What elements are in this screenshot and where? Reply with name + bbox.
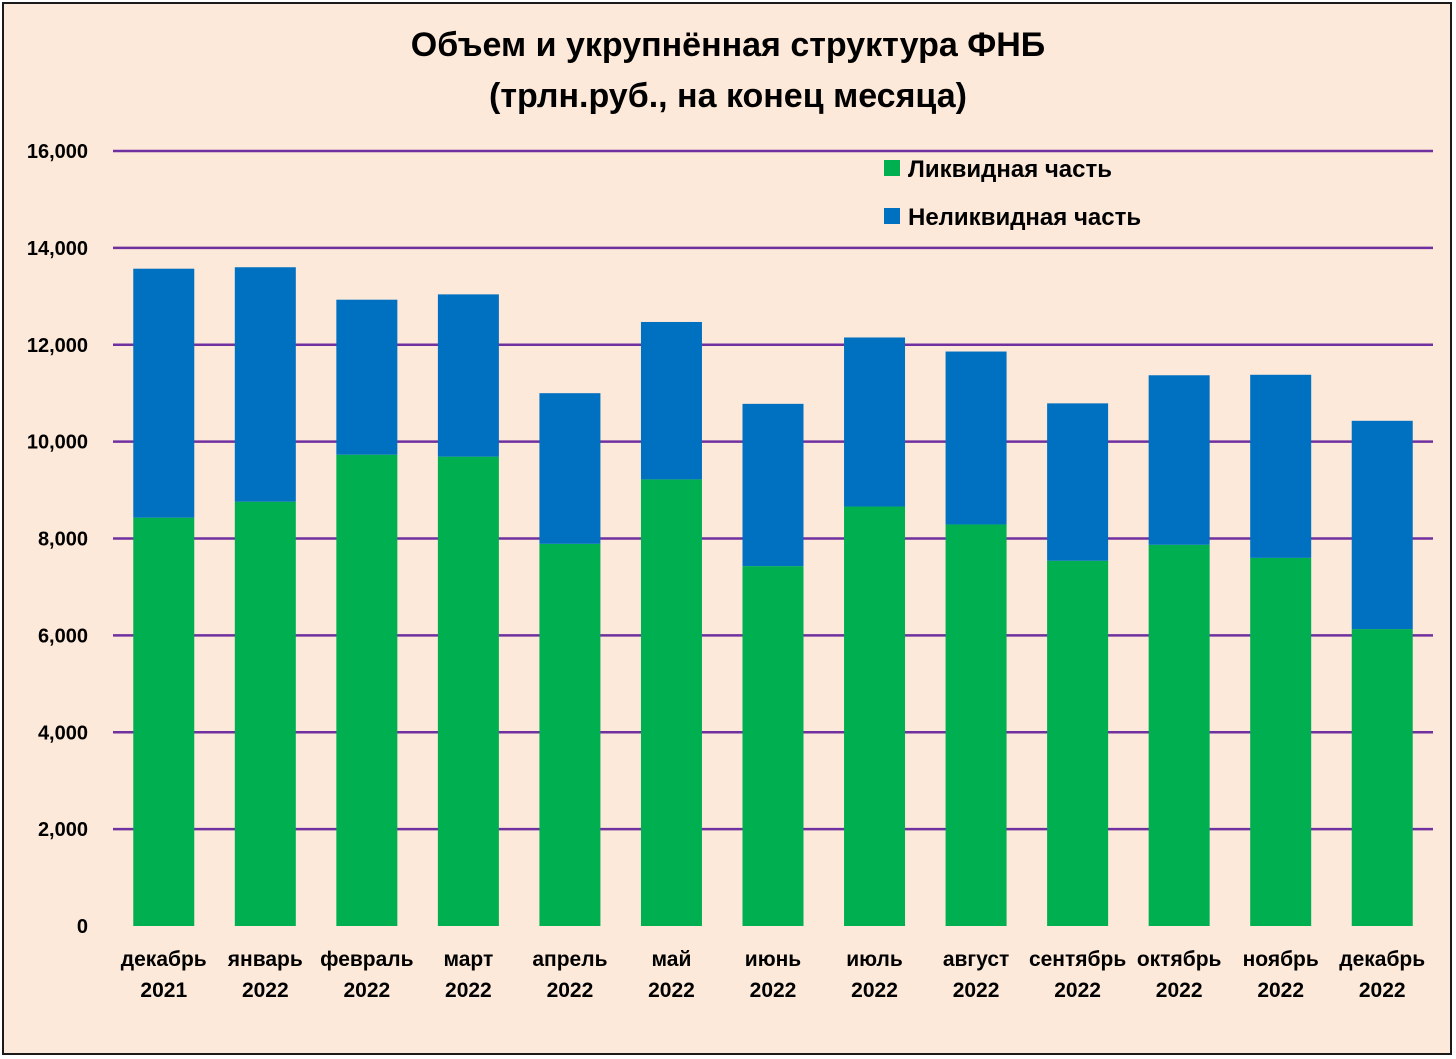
x-category-label: 2022 xyxy=(1156,979,1203,1002)
x-category-label: август xyxy=(943,948,1009,971)
bar-illiquid xyxy=(945,351,1007,525)
chart-title-line-2: (трлн.руб., на конец месяца) xyxy=(489,77,967,115)
x-category-label: 2022 xyxy=(242,979,289,1002)
x-category-label: апрель xyxy=(532,948,607,971)
x-category-label: 2022 xyxy=(953,979,1000,1002)
bar-liquid xyxy=(1250,557,1312,926)
x-category-label: 2021 xyxy=(140,979,187,1002)
x-category-label: 2022 xyxy=(1359,979,1406,1002)
x-axis-category-labels: декабрь 2021 январь 2022 февраль 2022 март 2022… xyxy=(121,948,1425,1002)
y-tick-label: 0 xyxy=(77,916,88,938)
bar-illiquid xyxy=(742,403,804,567)
y-tick-label: 6,000 xyxy=(38,625,88,647)
x-category-label: май xyxy=(652,948,692,971)
x-category-label: 2022 xyxy=(343,979,390,1002)
y-tick-label: 16,000 xyxy=(27,141,88,163)
y-tick-label: 4,000 xyxy=(38,722,88,744)
bar-illiquid xyxy=(1250,374,1312,558)
bar-liquid xyxy=(1351,629,1413,926)
legend-label-liquid: Ликвидная часть xyxy=(908,156,1112,183)
x-category-label: сентябрь xyxy=(1029,948,1126,971)
bar-liquid xyxy=(945,524,1007,926)
x-category-label: 2022 xyxy=(648,979,695,1002)
x-category-label: 2022 xyxy=(1257,979,1304,1002)
x-category-label: декабрь xyxy=(121,948,207,971)
bar-illiquid xyxy=(133,268,195,518)
bar-liquid xyxy=(640,479,702,926)
x-category-label: январь xyxy=(227,948,303,971)
bar-illiquid xyxy=(437,294,499,457)
bar-illiquid xyxy=(1148,375,1210,545)
bar-illiquid xyxy=(336,299,398,455)
chart-title-line-1: Объем и укрупнённая структура ФНБ xyxy=(411,26,1046,64)
bar-liquid xyxy=(844,506,906,926)
chart-title: Объем и укрупнённая структура ФНБ (трлн.р… xyxy=(411,26,1046,115)
legend-swatch-illiquid xyxy=(884,208,900,224)
bar-liquid xyxy=(1047,560,1109,926)
x-category-label: июль xyxy=(846,948,903,971)
bar-liquid xyxy=(1148,544,1210,926)
bars xyxy=(133,267,1413,926)
x-category-label: март xyxy=(443,948,493,971)
bar-illiquid xyxy=(1047,403,1109,561)
x-category-label: 2022 xyxy=(547,979,594,1002)
x-category-label: 2022 xyxy=(445,979,492,1002)
y-tick-label: 10,000 xyxy=(27,432,88,454)
bar-chart: Объем и укрупнённая структура ФНБ (трлн.р… xyxy=(27,26,1433,1002)
x-category-label: февраль xyxy=(320,948,414,971)
legend: Ликвидная часть Неликвидная часть xyxy=(884,156,1141,231)
bar-liquid xyxy=(234,501,296,926)
y-tick-label: 8,000 xyxy=(38,529,88,551)
y-tick-label: 12,000 xyxy=(27,335,88,357)
y-tick-label: 2,000 xyxy=(38,819,88,841)
bar-liquid xyxy=(437,456,499,926)
bar-illiquid xyxy=(1351,420,1413,630)
x-category-label: 2022 xyxy=(851,979,898,1002)
x-category-label: июнь xyxy=(745,948,802,971)
legend-swatch-liquid xyxy=(884,160,900,176)
bar-liquid xyxy=(742,566,804,926)
bar-liquid xyxy=(539,543,601,926)
x-category-label: октябрь xyxy=(1137,948,1222,971)
x-category-label: декабрь xyxy=(1339,948,1425,971)
bar-illiquid xyxy=(539,393,601,544)
bar-liquid xyxy=(336,454,398,926)
y-tick-label: 14,000 xyxy=(27,238,88,260)
bar-illiquid xyxy=(640,321,702,480)
x-category-label: 2022 xyxy=(750,979,797,1002)
bar-illiquid xyxy=(234,267,296,502)
x-category-label: ноябрь xyxy=(1243,948,1319,971)
bar-illiquid xyxy=(844,337,906,507)
y-axis-tick-labels: 0 2,000 4,000 6,000 8,000 10,000 12,000 14,000 1… xyxy=(27,141,88,938)
legend-label-illiquid: Неликвидная часть xyxy=(908,204,1141,231)
x-category-label: 2022 xyxy=(1054,979,1101,1002)
bar-liquid xyxy=(133,517,195,926)
